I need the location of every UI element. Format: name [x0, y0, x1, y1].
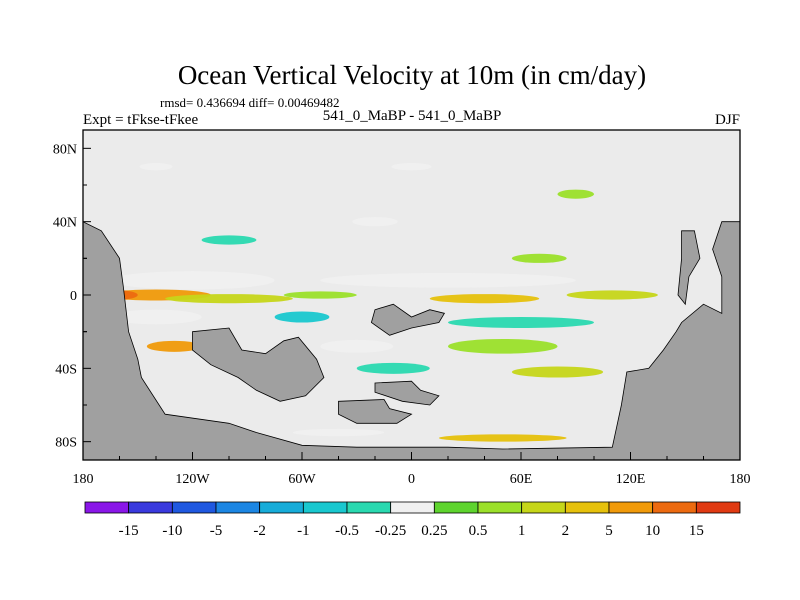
anomaly-patch-20	[557, 189, 594, 199]
colorbar-box	[346, 501, 392, 514]
y-tick-label: 0	[70, 289, 77, 304]
colorbar-label: 0.5	[469, 523, 488, 539]
island-south-pacific	[192, 327, 325, 402]
anomaly-patch-7	[320, 273, 576, 288]
anomaly-patch-23	[511, 253, 567, 263]
anomaly-patch-17	[438, 434, 567, 442]
island-mid	[370, 303, 446, 336]
experiment-label: Expt = tFkse-tFkee	[83, 112, 198, 128]
anomaly-patch-19	[352, 217, 398, 227]
colorbar-label: -10	[162, 523, 182, 539]
map-panel: 180 120W 60W 0 60E 120E 180 80N 40N 0 40S 80S	[53, 129, 751, 487]
anomaly-patch-13	[448, 339, 558, 354]
island-south-atlantic-b	[374, 380, 440, 406]
colorbar-box	[652, 501, 697, 514]
colorbar-box	[564, 501, 610, 514]
colorbar-box	[608, 501, 654, 514]
colorbar-label: 15	[689, 523, 704, 539]
anomaly-patch-9	[274, 311, 330, 323]
anomaly-patch-14	[356, 362, 430, 374]
colorbar-label: 1	[518, 523, 526, 539]
west-landmass	[82, 130, 741, 461]
anomaly-patch-12	[320, 339, 394, 353]
anomaly-layer	[101, 163, 658, 442]
anomaly-patch-5	[566, 290, 658, 300]
x-tick-label: 60E	[510, 472, 533, 487]
colorbar-label: -1	[297, 523, 310, 539]
anomaly-patch-4	[429, 294, 540, 304]
colorbar-label: -15	[119, 523, 139, 539]
colorbar-box	[695, 501, 741, 514]
colorbar-box	[215, 501, 261, 514]
x-tick-label: 0	[408, 472, 415, 487]
colorbar-label: 0.25	[421, 523, 447, 539]
colorbar-box	[433, 501, 479, 514]
colorbar-label: -2	[253, 523, 266, 539]
x-tick-label: 180	[730, 472, 751, 487]
colorbar-label: 5	[605, 523, 613, 539]
stats-line: rmsd= 0.436694 diff= 0.00469482	[160, 95, 339, 110]
colorbar-box	[128, 501, 173, 514]
x-tick-label: 120E	[616, 472, 646, 487]
anomaly-patch-21	[139, 163, 173, 171]
case-label: 541_0_MaBP - 541_0_MaBP	[323, 108, 502, 124]
anomaly-patch-3	[283, 291, 357, 299]
x-tick-label: 120W	[175, 472, 210, 487]
colorbar-box	[259, 501, 304, 514]
x-tick-label: 180	[73, 472, 94, 487]
anomaly-patch-16	[292, 428, 385, 437]
land-layer	[82, 130, 741, 461]
anomaly-patch-18	[201, 235, 257, 245]
season-label: DJF	[715, 112, 740, 128]
y-tick-label: 40S	[55, 362, 77, 377]
chart-title: Ocean Vertical Velocity at 10m (in cm/da…	[178, 60, 646, 90]
colorbar-box	[171, 501, 217, 514]
y-tick-label: 80N	[53, 142, 77, 157]
y-axis: 80N 40N 0 40S 80S	[53, 142, 91, 451]
colorbar-label: 10	[645, 523, 660, 539]
island-south-atlantic-a	[338, 399, 413, 424]
colorbar-box	[477, 501, 523, 514]
colorbar-label: -0.25	[375, 523, 406, 539]
colorbar-box	[84, 501, 130, 514]
colorbar: -15 -10 -5 -2 -1 -0.5 -0.25 0.25 0.5 1 2 5 10 15	[84, 501, 741, 539]
island-east	[677, 230, 701, 306]
x-tick-label: 60W	[288, 472, 316, 487]
anomaly-patch-8	[110, 309, 202, 325]
y-tick-label: 80S	[55, 436, 77, 451]
anomaly-patch-22	[391, 163, 432, 171]
colorbar-box	[302, 501, 348, 514]
colorbar-label: -0.5	[335, 523, 359, 539]
colorbar-label: 2	[562, 523, 570, 539]
colorbar-box	[390, 501, 435, 514]
x-axis: 180 120W 60W 0 60E 120E 180	[73, 452, 751, 487]
colorbar-label: -5	[210, 523, 223, 539]
anomaly-patch-15	[511, 366, 604, 378]
anomaly-patch-2	[165, 294, 293, 304]
anomaly-patch-11	[146, 340, 202, 352]
anomaly-patch-10	[448, 317, 594, 328]
y-tick-label: 40N	[53, 216, 77, 231]
anomaly-patch-6	[110, 271, 275, 290]
colorbar-box	[521, 501, 566, 514]
